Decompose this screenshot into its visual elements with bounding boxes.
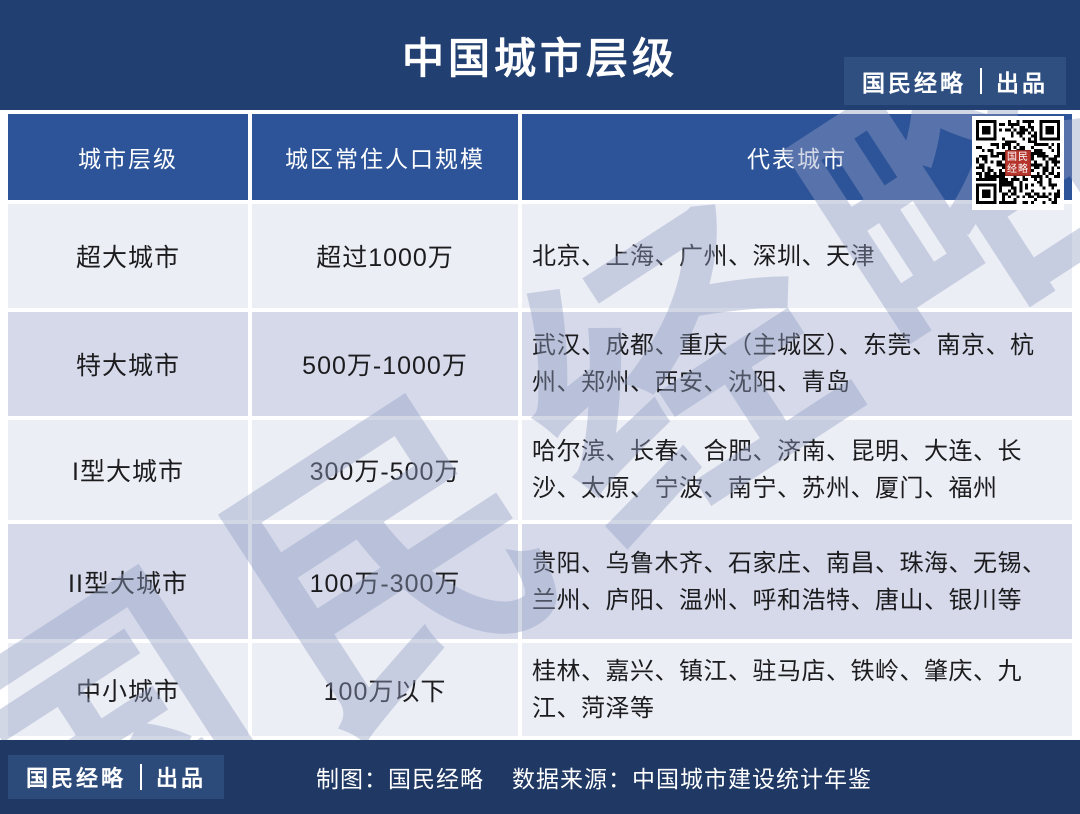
cities-cell: 武汉、成都、重庆（主城区）、东莞、南京、杭州、郑州、西安、沈阳、青岛 [522, 312, 1072, 416]
tier-cell: 中小城市 [8, 643, 248, 736]
credit-source: 数据来源：中国城市建设统计年鉴 [512, 766, 873, 792]
badge-divider-line [140, 764, 143, 790]
credit-line: 制图：国民经略 数据来源：中国城市建设统计年鉴 [316, 760, 872, 794]
credit-maker: 制图：国民经略 [316, 766, 485, 792]
badge-divider-line [980, 68, 982, 94]
tier-cell: 特大城市 [8, 312, 248, 416]
footer-bar: 国民经略 出品 制图：国民经略 数据来源：中国城市建设统计年鉴 [0, 740, 1080, 814]
page-title: 中国城市层级 [401, 34, 678, 82]
tier-cell: II型大城市 [8, 524, 248, 639]
cities-cell: 北京、上海、广州、深圳、天津 [522, 204, 1072, 308]
qr-seal: 国民经略 [1005, 150, 1031, 176]
brand-name: 国民经略 [862, 70, 966, 96]
cities-cell: 哈尔滨、长春、合肥、济南、昆明、大连、长沙、太原、宁波、南宁、苏州、厦门、福州 [522, 420, 1072, 520]
population-cell: 100万以下 [252, 643, 518, 736]
tier-cell: 超大城市 [8, 204, 248, 308]
brand-badge: 国民经略 出品 [844, 57, 1066, 105]
brand-name: 国民经略 [26, 766, 127, 791]
population-cell: 超过1000万 [252, 204, 518, 308]
population-cell: 300万-500万 [252, 420, 518, 520]
title-bar: 中国城市层级 国民经略 出品 [0, 0, 1080, 110]
header-cell-population: 城区常住人口规模 [252, 114, 518, 200]
tier-cell: I型大城市 [8, 420, 248, 520]
footer-brand-badge: 国民经略 出品 [8, 755, 225, 799]
population-cell: 100万-300万 [252, 524, 518, 639]
cities-cell: 桂林、嘉兴、镇江、驻马店、铁岭、肇庆、九江、菏泽等 [522, 643, 1072, 736]
brand-product-label: 出品 [156, 766, 207, 791]
city-tier-table: 城市层级 城区常住人口规模 代表城市 超大城市 超过1000万 北京、上海、广州… [0, 110, 1080, 740]
brand-product-label: 出品 [996, 70, 1048, 96]
qr-code: 国民经略 [972, 116, 1064, 210]
population-cell: 500万-1000万 [252, 312, 518, 416]
qr-pattern [976, 120, 1060, 204]
header-cell-tier: 城市层级 [8, 114, 248, 200]
cities-cell: 贵阳、乌鲁木齐、石家庄、南昌、珠海、无锡、兰州、庐阳、温州、呼和浩特、唐山、银川… [522, 524, 1072, 639]
